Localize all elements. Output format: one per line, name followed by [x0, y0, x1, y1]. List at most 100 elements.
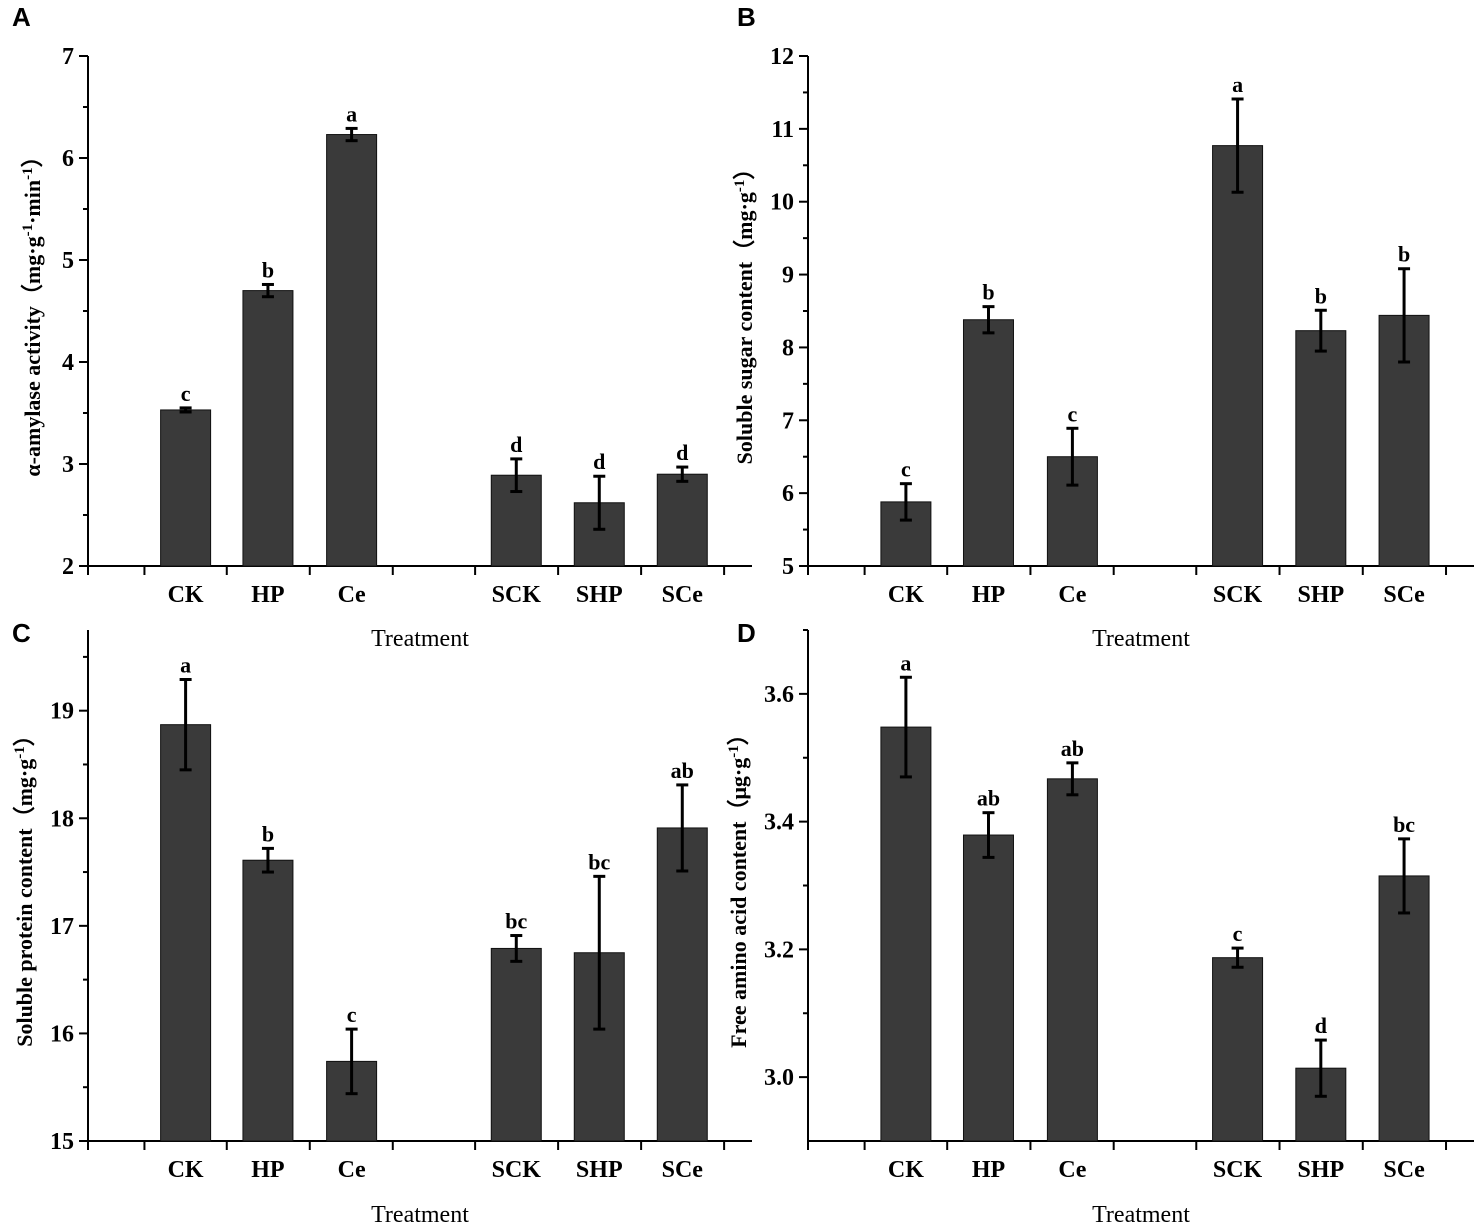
x-tick-label-c: Ce	[338, 1157, 366, 1183]
panel-c: C 15 16 17 18 19 a CK b HP c Ce bc SCK bc SHP ab SCe Trea…	[12, 618, 752, 1225]
y-axis-title-sup: -1	[20, 167, 36, 180]
y-axis-title-sup: -1	[20, 224, 36, 237]
y-tick-label-b: 9	[782, 263, 794, 289]
x-tick-label-d: SCK	[1213, 1157, 1263, 1183]
y-tick-label-b: 6	[782, 481, 794, 507]
significance-label-a: d	[510, 432, 522, 457]
significance-label-b: a	[1232, 72, 1243, 97]
x-axis-title-b: Treatment	[1092, 626, 1190, 652]
y-tick-label-c: 16	[50, 1021, 74, 1047]
x-tick-label-d: CK	[888, 1157, 924, 1183]
bar-c-sce	[656, 827, 708, 1142]
y-axis-title-text: ·min	[20, 180, 45, 224]
panel-d: D 3.0 3.2 3.4 3.6 a CK ab HP ab Ce c SCK d SHP bc SCe Tr…	[726, 618, 1474, 1225]
significance-label-a: a	[346, 101, 357, 126]
y-tick-label-d: 3.2	[764, 937, 794, 963]
y-tick-label-b: 7	[782, 408, 794, 434]
y-tick-label-a: 5	[62, 248, 74, 274]
x-tick-label-d: SCe	[1383, 1157, 1425, 1183]
y-tick-label-b: 5	[782, 554, 794, 580]
bar-a-sce	[656, 473, 708, 567]
y-axis-title-sup: -1	[12, 746, 28, 759]
panel-letter-a: A	[12, 2, 31, 32]
x-tick-label-b: SHP	[1297, 582, 1344, 608]
y-tick-label-d: 3.0	[764, 1065, 794, 1091]
bar-d-sce	[1378, 875, 1430, 1142]
significance-label-b: b	[1398, 242, 1410, 267]
y-tick-label-b: 8	[782, 335, 794, 361]
y-axis-title-sup: -1	[726, 745, 742, 758]
bar-c-hp	[242, 859, 294, 1142]
x-tick-label-a: HP	[251, 582, 284, 608]
significance-label-d: d	[1315, 1013, 1327, 1038]
significance-label-c: b	[262, 821, 274, 846]
y-tick-label-c: 18	[50, 806, 74, 832]
significance-label-c: bc	[588, 849, 610, 874]
significance-label-c: c	[347, 1002, 357, 1027]
significance-label-b: b	[1315, 283, 1327, 308]
significance-label-c: a	[180, 652, 191, 677]
x-tick-label-d: SHP	[1297, 1157, 1344, 1183]
y-tick-label-c: 15	[50, 1129, 74, 1155]
significance-label-d: a	[900, 650, 911, 675]
x-tick-label-a: SHP	[576, 582, 623, 608]
x-tick-label-a: SCK	[492, 582, 542, 608]
significance-label-d: bc	[1393, 812, 1415, 837]
panel-letter-b: B	[737, 2, 756, 32]
significance-label-d: c	[1233, 921, 1243, 946]
bar-c-ck	[160, 724, 212, 1142]
y-tick-label-b: 12	[770, 44, 794, 70]
x-tick-label-c: CK	[168, 1157, 204, 1183]
x-tick-label-b: Ce	[1058, 582, 1086, 608]
x-tick-label-b: CK	[888, 582, 924, 608]
x-axis-title-c: Treatment	[371, 1202, 469, 1225]
x-tick-label-c: SCK	[492, 1157, 542, 1183]
x-tick-label-d: HP	[972, 1157, 1005, 1183]
panel-b: B 5 6 7 8 9 10 11 12 c CK b HP c Ce a SCK b SHP b SCe Treatm…	[732, 2, 1474, 652]
bar-b-shp	[1295, 330, 1347, 567]
significance-label-c: ab	[671, 758, 694, 783]
significance-label-b: c	[1068, 401, 1078, 426]
y-tick-label-a: 3	[62, 452, 74, 478]
panel-letter-d: D	[737, 618, 756, 648]
x-axis-title-d: Treatment	[1092, 1202, 1190, 1225]
y-tick-label-c: 19	[50, 699, 74, 725]
y-axis-title-a: α-amylase activity（mg·g-1·min-1）	[20, 145, 45, 476]
y-axis-title-c: Soluble protein content（mg·g-1）	[12, 724, 37, 1047]
significance-label-b: c	[901, 457, 911, 482]
bar-d-sck	[1212, 957, 1264, 1142]
y-tick-label-a: 4	[62, 350, 74, 376]
y-axis-title-text: ）	[732, 158, 757, 180]
significance-label-a: d	[676, 440, 688, 465]
x-tick-label-b: SCe	[1383, 582, 1425, 608]
x-tick-label-b: SCK	[1213, 582, 1263, 608]
bar-c-sck	[490, 947, 542, 1142]
y-tick-label-b: 10	[770, 190, 794, 216]
bar-a-hp	[242, 290, 294, 567]
significance-label-d: ab	[1061, 736, 1084, 761]
y-axis-title-text: ）	[726, 723, 751, 745]
y-tick-label-a: 2	[62, 554, 74, 580]
significance-label-b: b	[982, 280, 994, 305]
y-axis-title-text: ）	[20, 145, 45, 167]
x-tick-label-b: HP	[972, 582, 1005, 608]
significance-label-a: b	[262, 257, 274, 282]
y-tick-label-d: 3.4	[764, 810, 794, 836]
significance-label-a: d	[593, 449, 605, 474]
y-axis-title-sup: -1	[732, 180, 748, 193]
y-axis-title-text: Free amino acid content（μg·g	[726, 758, 751, 1048]
x-tick-label-d: Ce	[1058, 1157, 1086, 1183]
y-axis-title-text: α-amylase activity（mg·g	[20, 236, 45, 476]
y-tick-label-b: 11	[771, 117, 794, 143]
bar-d-ce	[1046, 778, 1098, 1142]
y-axis-title-b: Soluble sugar content（mg·g-1）	[732, 158, 757, 465]
y-tick-label-c: 17	[50, 914, 74, 940]
significance-label-c: bc	[505, 909, 527, 934]
y-axis-title-text: Soluble sugar content（mg·g	[732, 192, 757, 464]
x-tick-label-a: CK	[168, 582, 204, 608]
bar-a-ce	[326, 134, 378, 567]
significance-label-d: ab	[977, 786, 1000, 811]
bar-b-hp	[962, 319, 1014, 567]
x-tick-label-c: HP	[251, 1157, 284, 1183]
